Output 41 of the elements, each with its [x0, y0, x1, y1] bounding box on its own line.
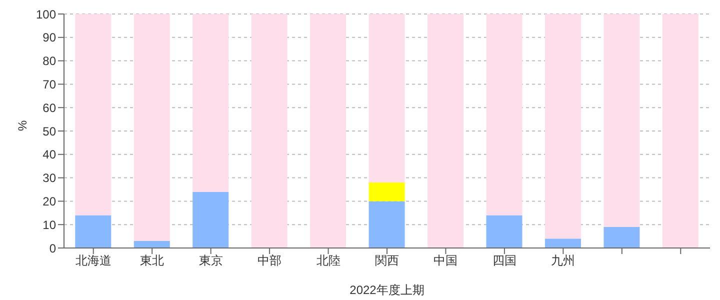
y-axis-title: % [15, 120, 30, 131]
x-tick-label: 東北 [140, 254, 164, 268]
bar [486, 14, 522, 216]
x-axis-title: 2022年度上期 [350, 283, 424, 297]
bar [604, 226, 640, 248]
bar [486, 215, 522, 248]
x-tick-label: 東京 [198, 254, 223, 268]
y-tick-label: 10 [42, 218, 56, 232]
y-tick-label: 60 [42, 100, 56, 115]
bar [368, 14, 405, 182]
y-tick-label: 100 [36, 7, 56, 22]
y-tick-label: 80 [42, 54, 56, 68]
x-tick-label: 北陸 [316, 254, 340, 268]
bar [251, 14, 288, 248]
y-tick-label: 0 [49, 241, 56, 256]
bar [368, 201, 405, 248]
x-tick-label: 四国 [492, 254, 516, 268]
x-tick-label: 中部 [258, 254, 282, 268]
bar [75, 14, 112, 216]
bar [544, 238, 581, 248]
x-tick-label: 関西 [375, 254, 399, 268]
y-tick-label: 20 [42, 194, 56, 208]
x-tick-label: 九州 [551, 254, 576, 268]
bar [75, 215, 112, 248]
bar [310, 14, 346, 248]
bar [192, 192, 229, 248]
bar [134, 240, 170, 248]
x-tick-label: 北海道 [75, 254, 112, 268]
bar [544, 14, 581, 239]
bar [192, 14, 229, 192]
y-tick-label: 50 [42, 124, 56, 138]
y-tick-label: 40 [42, 148, 56, 162]
bar [368, 182, 405, 202]
x-tick-label: 中国 [434, 254, 458, 268]
bar [662, 14, 698, 248]
y-tick-label: 30 [42, 171, 56, 186]
y-tick-label: 90 [42, 30, 56, 45]
y-tick-label: 70 [42, 77, 56, 92]
bar [134, 14, 170, 241]
bar [604, 14, 640, 227]
bar [428, 14, 464, 248]
